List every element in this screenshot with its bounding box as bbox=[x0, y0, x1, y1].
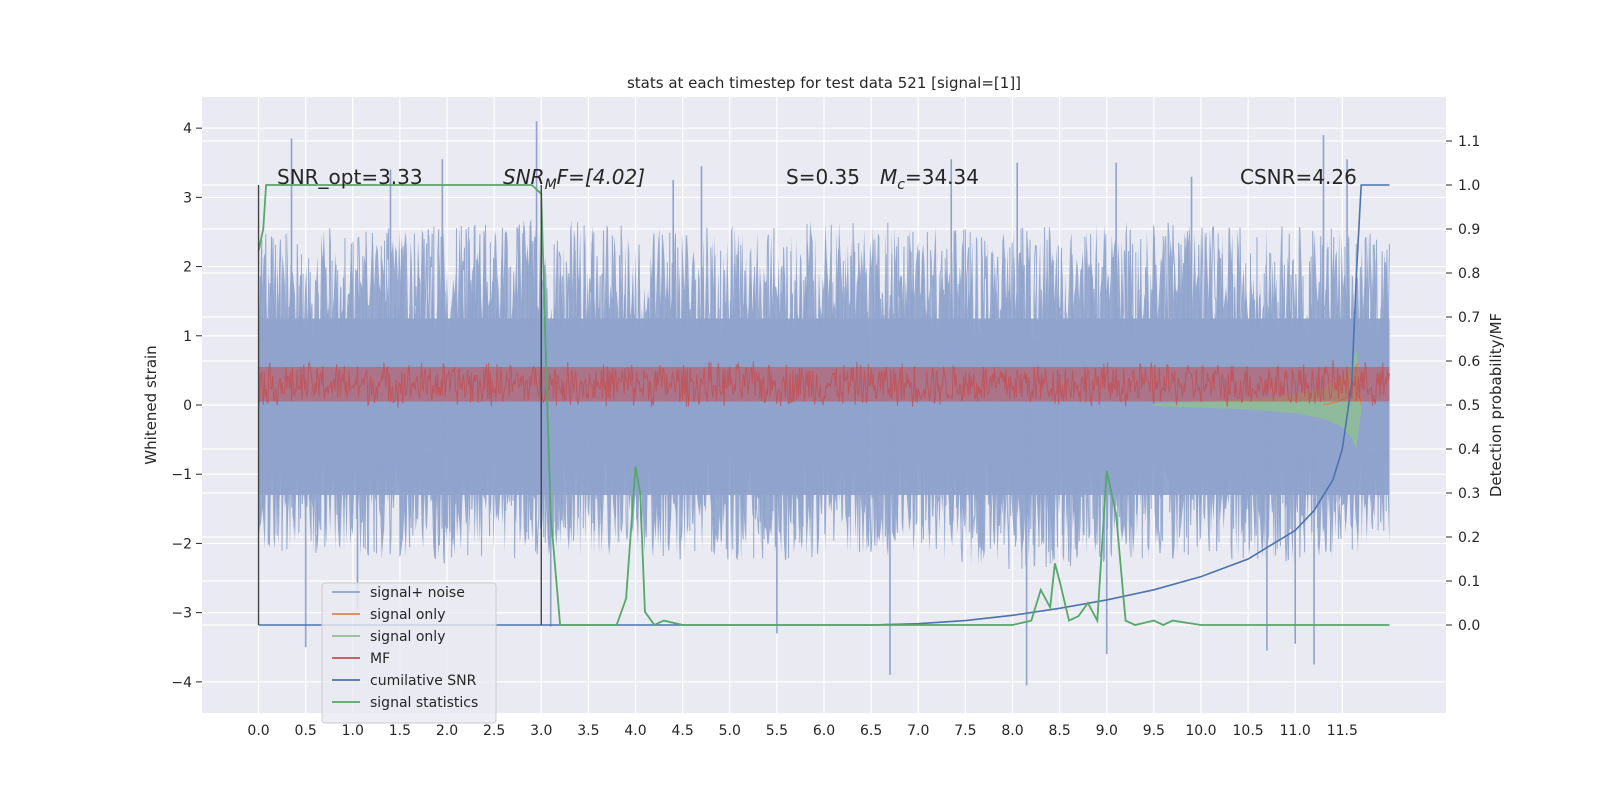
legend-label: MF bbox=[370, 651, 390, 667]
axes: 0.0 0.5 1.0 1.5 2.0 2.5 3.0 3.5 4.0 4.5 5.0 5.5 6.0 6… bbox=[171, 121, 1480, 739]
y2-axis-title: Detection probability/MF bbox=[1487, 313, 1505, 497]
y-tick-label: 3 bbox=[183, 190, 192, 206]
y2-tick-label: 0.9 bbox=[1458, 222, 1480, 238]
y-tick-label: 4 bbox=[183, 121, 192, 137]
legend-label: signal+ noise bbox=[370, 585, 465, 601]
annotation-snr-mf-base: SNR bbox=[503, 165, 545, 189]
y2-tick-label: 0.4 bbox=[1458, 442, 1480, 458]
signal-statistics-line bbox=[257, 184, 1390, 627]
y2-tick-label: 0.6 bbox=[1458, 354, 1480, 370]
legend-label: signal only bbox=[370, 629, 445, 645]
annotation-csnr: CSNR=4.26 bbox=[1240, 165, 1357, 189]
y-tick-label: −4 bbox=[171, 675, 192, 691]
y-tick-label: 1 bbox=[183, 329, 192, 345]
x-tick-label: 1.0 bbox=[342, 723, 364, 739]
annotation-s-value: S=0.35 bbox=[786, 165, 860, 189]
legend: signal+ noise signal only signal only MF cum… bbox=[321, 582, 497, 724]
x-tick-label: 3.0 bbox=[530, 723, 552, 739]
x-tick-label: 9.5 bbox=[1143, 723, 1165, 739]
x-tick-label: 2.5 bbox=[483, 723, 505, 739]
annotation-mc-sub: c bbox=[897, 177, 905, 193]
x-tick-label: 7.0 bbox=[907, 723, 929, 739]
y2-tick-label: 0.8 bbox=[1458, 266, 1480, 282]
y2-tick-label: 0.3 bbox=[1458, 486, 1480, 502]
legend-frame bbox=[321, 582, 497, 724]
mf-trace bbox=[258, 360, 1390, 409]
legend-label: cumilative SNR bbox=[370, 673, 477, 689]
x-tick-label: 0.0 bbox=[247, 723, 269, 739]
x-tick-label: 11.5 bbox=[1327, 723, 1358, 739]
x-tick-label: 0.5 bbox=[295, 723, 317, 739]
x-tick-label: 1.5 bbox=[389, 723, 411, 739]
y2-tick-label: 0.0 bbox=[1458, 618, 1480, 634]
x-tick-label: 4.5 bbox=[672, 723, 694, 739]
x-tick-label: 11.0 bbox=[1280, 723, 1311, 739]
y-tick-label: −3 bbox=[171, 606, 192, 622]
y-tick-label: −1 bbox=[171, 467, 192, 483]
annotation-mc-rest: =34.34 bbox=[905, 165, 979, 189]
y-axis-title: Whitened strain bbox=[142, 345, 160, 464]
x-tick-label: 9.0 bbox=[1096, 723, 1118, 739]
y2-tick-label: 1.0 bbox=[1458, 178, 1480, 194]
legend-label: signal statistics bbox=[370, 695, 478, 711]
annotation-mc: Mc=34.34 bbox=[880, 165, 979, 193]
y-tick-label: −2 bbox=[171, 536, 192, 552]
x-tick-label: 8.5 bbox=[1048, 723, 1070, 739]
annotation-snr-mf-rest: F=[4.02] bbox=[557, 165, 645, 189]
annotation-snr-opt: SNR_opt=3.33 bbox=[277, 165, 423, 189]
legend-label: signal only bbox=[370, 607, 445, 623]
chart-title: stats at each timestep for test data 521… bbox=[627, 74, 1021, 92]
annotation-snr-mf: SNRMF=[4.02] bbox=[503, 165, 645, 193]
x-tick-label: 8.0 bbox=[1001, 723, 1023, 739]
x-tick-label: 3.5 bbox=[577, 723, 599, 739]
x-tick-label: 10.5 bbox=[1233, 723, 1264, 739]
x-tick-label: 6.5 bbox=[860, 723, 882, 739]
y2-tick-label: 0.5 bbox=[1458, 398, 1480, 414]
y-tick-label: 0 bbox=[183, 398, 192, 414]
vertical-markers bbox=[257, 185, 542, 625]
x-tick-label: 10.0 bbox=[1185, 723, 1216, 739]
x-tick-label: 5.0 bbox=[719, 723, 741, 739]
annotation-mc-base: M bbox=[880, 165, 897, 189]
x-tick-label: 5.5 bbox=[766, 723, 788, 739]
x-tick-label: 6.0 bbox=[813, 723, 835, 739]
x-tick-label: 2.0 bbox=[436, 723, 458, 739]
x-tick-label: 4.0 bbox=[624, 723, 646, 739]
cumulative-snr-line bbox=[258, 184, 1390, 626]
y2-tick-label: 1.1 bbox=[1458, 134, 1480, 150]
x-tick-label: 7.5 bbox=[954, 723, 976, 739]
annotation-snr-mf-sub: M bbox=[545, 177, 557, 193]
y2-tick-label: 0.1 bbox=[1458, 574, 1480, 590]
y2-tick-label: 0.7 bbox=[1458, 310, 1480, 326]
y-tick-label: 2 bbox=[183, 260, 192, 276]
y2-tick-label: 0.2 bbox=[1458, 530, 1480, 546]
